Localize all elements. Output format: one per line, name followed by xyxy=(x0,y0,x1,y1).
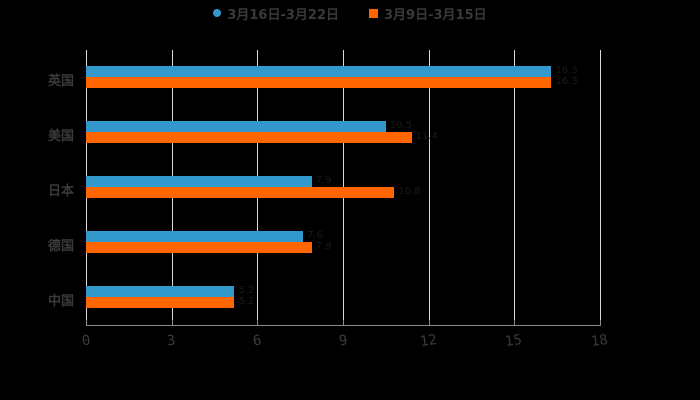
x-tick xyxy=(86,320,87,326)
bar[interactable] xyxy=(86,286,235,297)
legend-item-series-1[interactable]: 3月16日-3月22日 xyxy=(213,4,339,23)
category-label: 美国 xyxy=(48,129,75,144)
x-tick xyxy=(600,320,601,326)
data-label: 16.3 xyxy=(555,76,578,87)
plot-area: 16.3 16.3 10.5 11.4 7.9 10.8 7.6 7.9 5.2 5.2 xyxy=(86,50,601,325)
x-tick-label: 3 xyxy=(166,332,177,350)
bar[interactable] xyxy=(86,242,312,253)
data-label: 5.2 xyxy=(238,285,255,296)
data-label: 10.5 xyxy=(389,120,413,131)
category-label: 德国 xyxy=(48,239,75,254)
chart-legend: 3月16日-3月22日 3月9日-3月15日 xyxy=(0,3,700,23)
bar[interactable] xyxy=(86,77,552,88)
data-label: 5.2 xyxy=(238,296,255,307)
x-tick-label: 9 xyxy=(337,332,349,350)
data-label: 10.8 xyxy=(398,186,421,197)
category-label: 日本 xyxy=(48,184,75,199)
bar[interactable] xyxy=(86,66,552,77)
x-tick-label: 6 xyxy=(251,332,263,350)
bar[interactable] xyxy=(86,121,386,132)
bar[interactable] xyxy=(86,132,412,143)
legend-label: 3月16日-3月22日 xyxy=(227,7,340,23)
data-label: 7.9 xyxy=(315,175,332,186)
x-tick xyxy=(428,320,430,326)
category-label: 英国 xyxy=(48,74,75,89)
bar[interactable] xyxy=(86,187,395,198)
legend-square-icon xyxy=(369,8,379,18)
legend-label: 3月9日-3月15日 xyxy=(384,7,487,23)
x-tick-label: 12 xyxy=(418,331,438,351)
x-tick-label: 18 xyxy=(589,331,609,351)
grid-line xyxy=(428,50,430,325)
legend-circle-icon xyxy=(213,9,222,17)
data-label: 16.3 xyxy=(555,65,578,76)
data-label: 11.4 xyxy=(415,131,438,142)
x-tick xyxy=(514,320,516,326)
bar[interactable] xyxy=(86,176,312,187)
x-tick xyxy=(343,320,344,326)
data-label: 7.9 xyxy=(315,241,332,252)
category-label: 中国 xyxy=(48,294,75,309)
x-tick xyxy=(171,320,173,326)
data-label: 7.6 xyxy=(307,230,323,241)
bar[interactable] xyxy=(86,297,235,308)
grid-line xyxy=(514,50,516,325)
x-tick-label: 15 xyxy=(504,331,524,351)
bar[interactable] xyxy=(86,231,304,242)
grid-line xyxy=(600,50,601,325)
x-tick-label: 0 xyxy=(80,332,92,350)
legend-item-series-2[interactable]: 3月9日-3月15日 xyxy=(369,4,487,23)
x-tick xyxy=(257,320,259,326)
